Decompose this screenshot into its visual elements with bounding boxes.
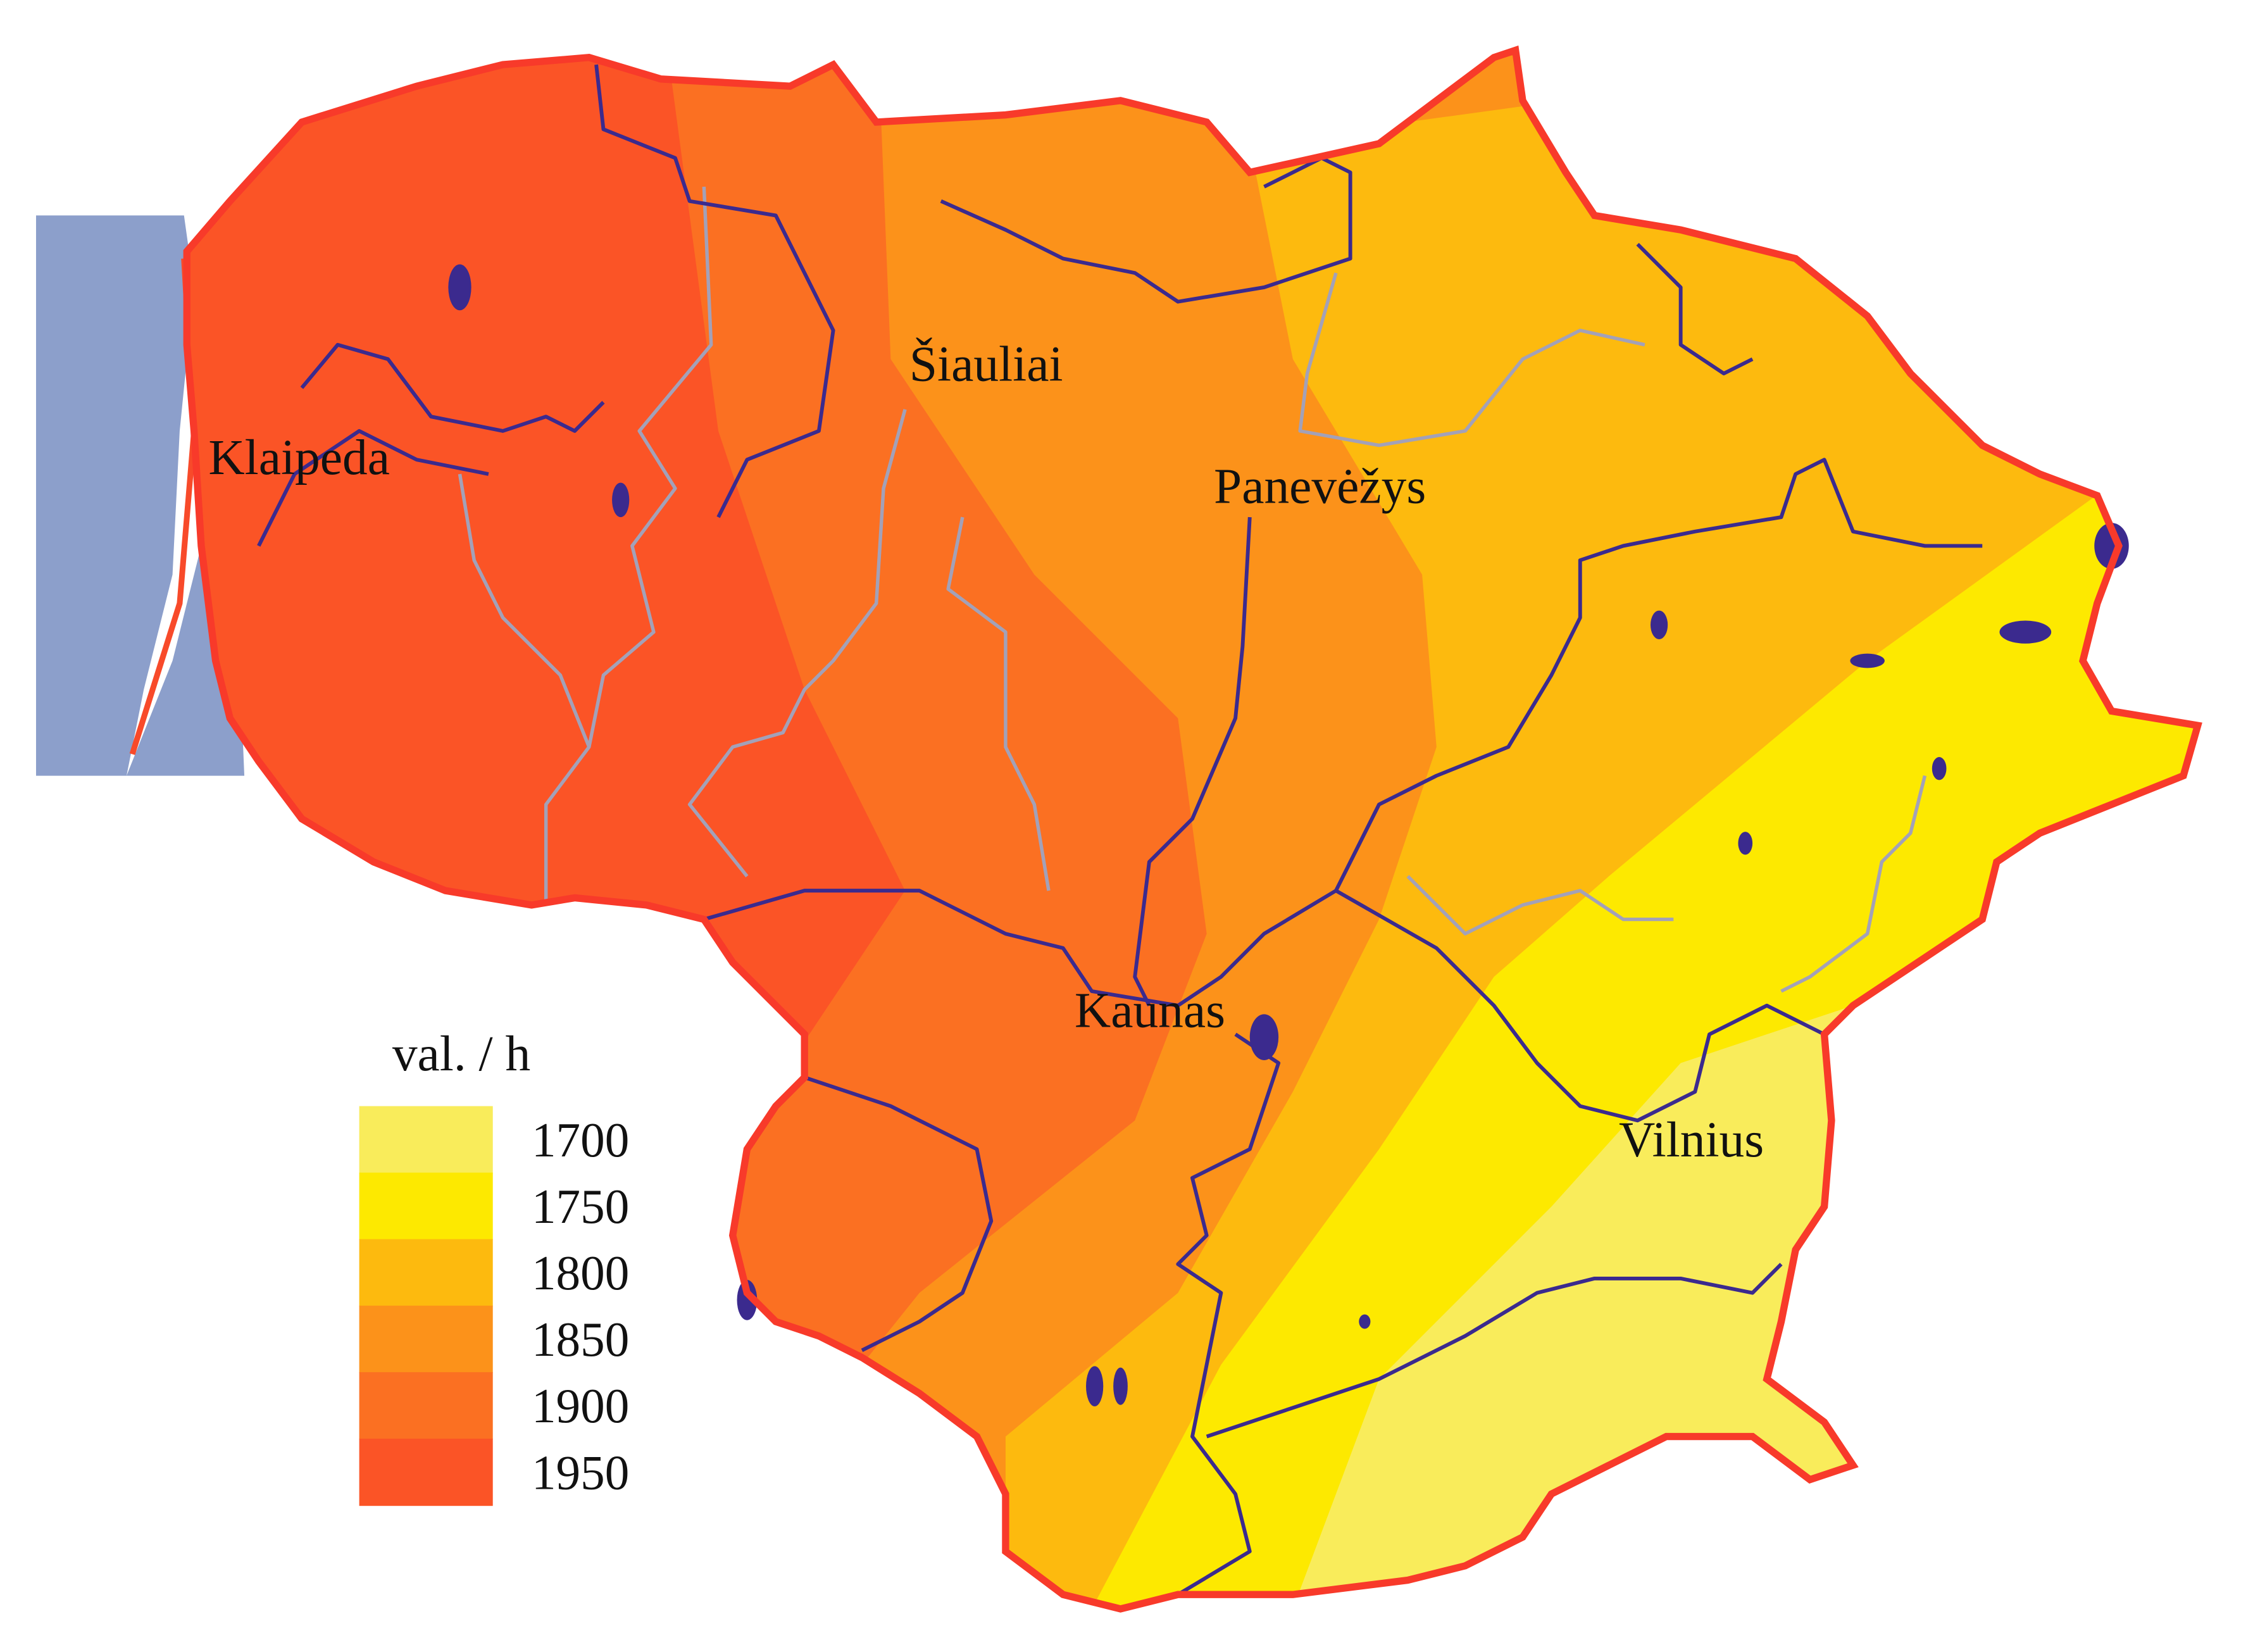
legend-swatch [359, 1305, 493, 1374]
legend-label: 1700 [532, 1113, 629, 1167]
legend-label: 1850 [532, 1312, 629, 1367]
city-label: Vilnius [1619, 1112, 1764, 1168]
rivers [257, 64, 1983, 1596]
legend-swatch [359, 1438, 493, 1506]
legend-label: 1800 [532, 1246, 629, 1300]
legend-swatch [359, 1172, 493, 1240]
legend-swatch [359, 1372, 493, 1440]
legend-title: val. / h [392, 1026, 530, 1082]
legend-swatch [359, 1239, 493, 1306]
sea [35, 215, 194, 776]
city-label: Panevėžys [1214, 458, 1426, 514]
lakes [448, 264, 2129, 1406]
city-label: Klaipeda [208, 430, 390, 485]
legend-swatch [359, 1106, 493, 1173]
legend: 1700 1750 1800 1850 1900 1950 [359, 1106, 629, 1506]
city-label: Šiauliai [909, 336, 1063, 392]
legend-label: 1950 [532, 1445, 629, 1499]
legend-label: 1750 [532, 1179, 629, 1234]
legend-label: 1900 [532, 1379, 629, 1433]
city-label: Kaunas [1075, 983, 1225, 1039]
